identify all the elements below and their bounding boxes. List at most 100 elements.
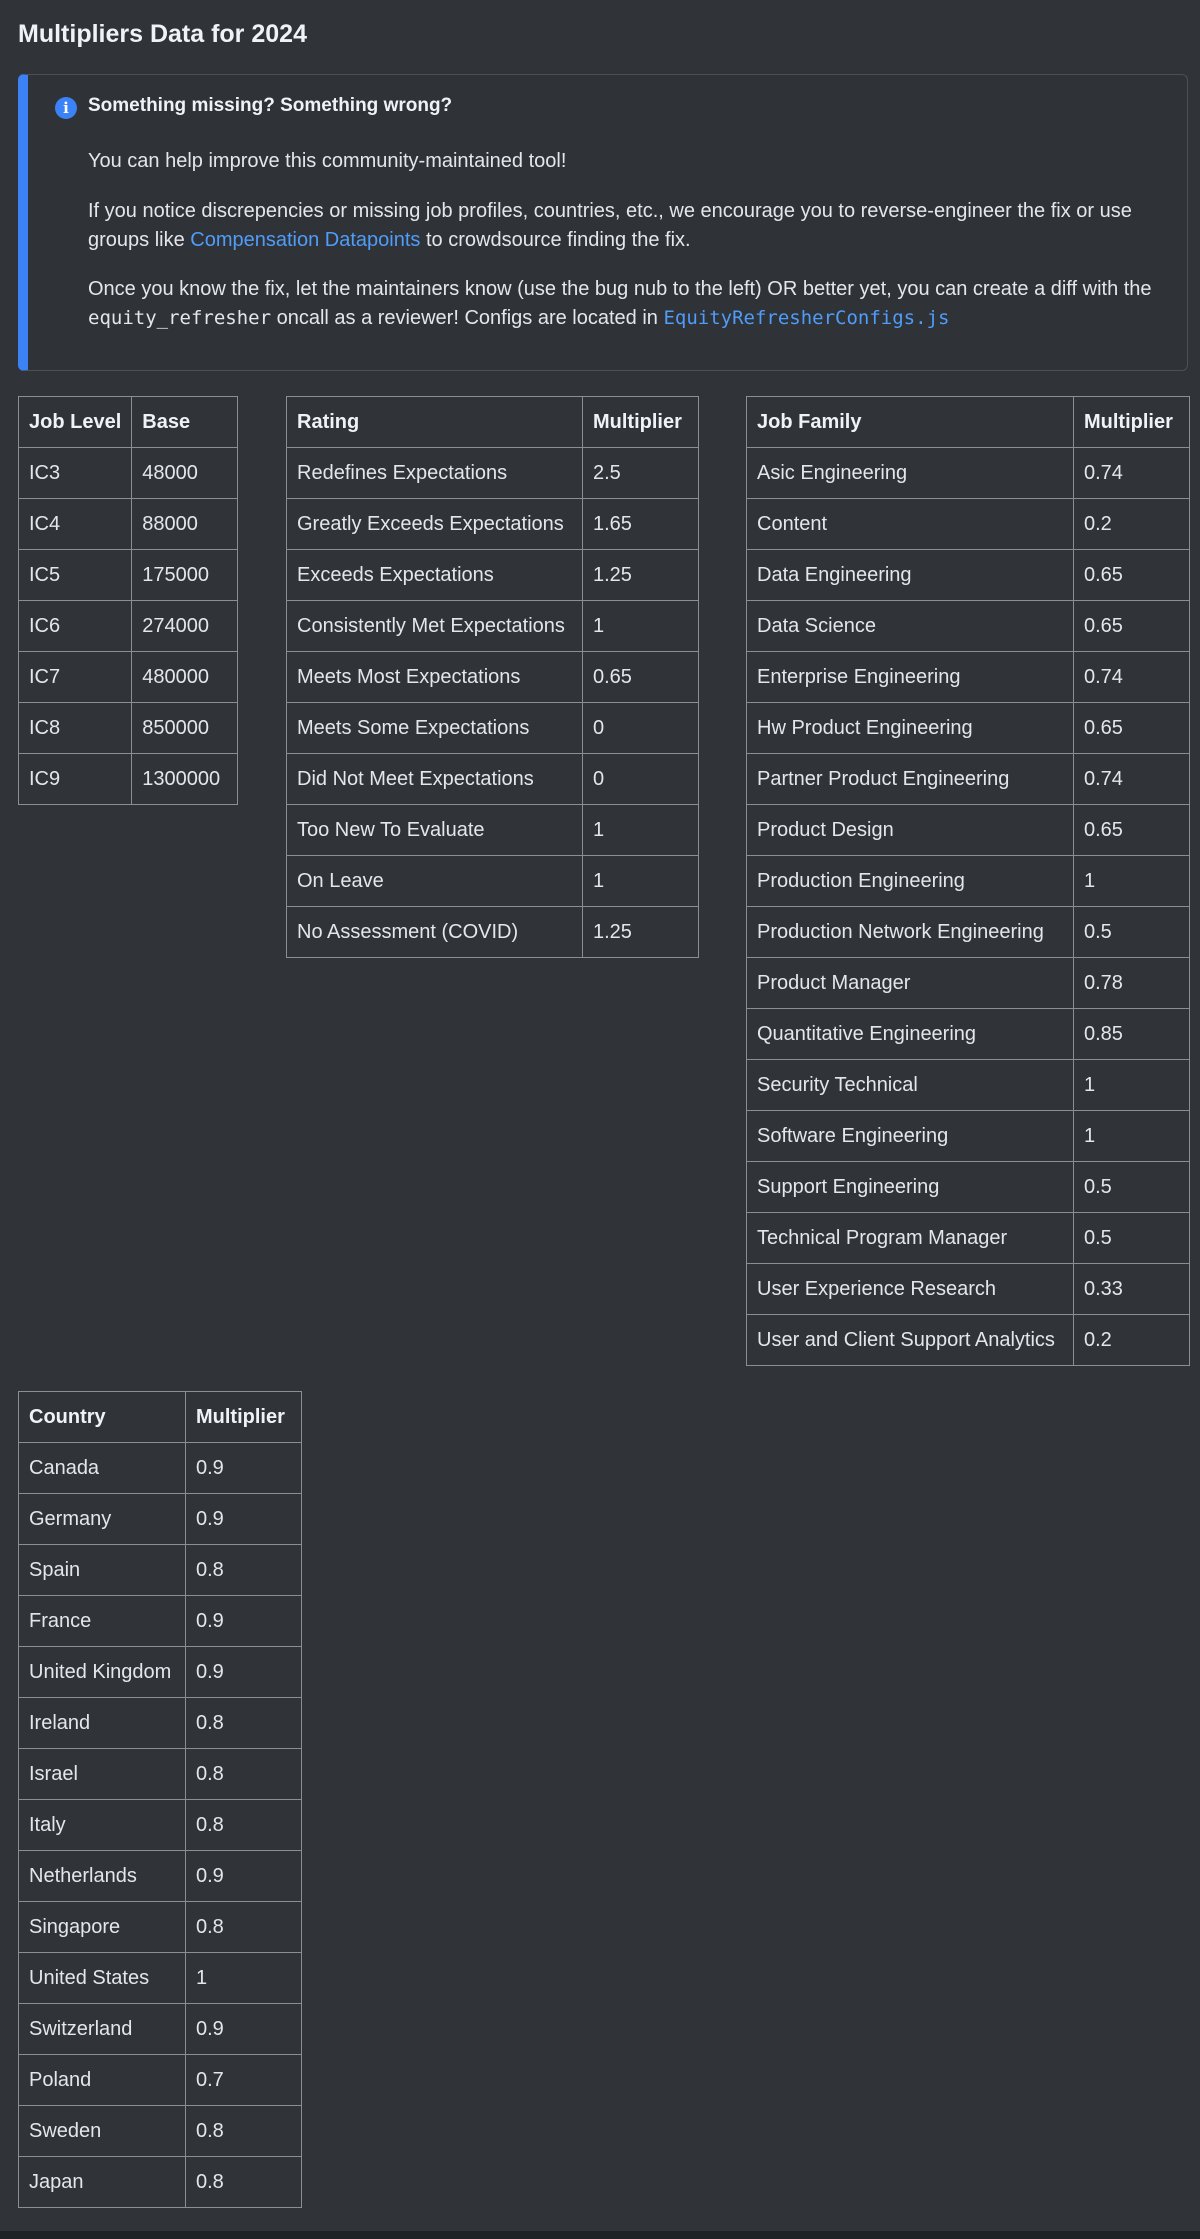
table-cell: Ireland [18, 1697, 186, 1749]
table-cell: Canada [18, 1442, 186, 1494]
table-row: Singapore 0.8 [18, 1901, 302, 1953]
header-row: Job Family Multiplier [746, 396, 1190, 448]
table-row: Germany 0.9 [18, 1493, 302, 1545]
table-cell: 0.9 [185, 2003, 302, 2055]
table-cell: 0.9 [185, 1595, 302, 1647]
table-cell: IC8 [17, 702, 133, 754]
table-cell: 0.7 [185, 2054, 302, 2106]
table-cell: Redefines Expectations [286, 447, 583, 499]
table-cell: Data Science [746, 600, 1074, 652]
table-cell: Content [746, 498, 1074, 550]
table-cell: 0.5 [1073, 1212, 1190, 1264]
table-cell: 0.85 [1073, 1008, 1190, 1060]
column-header: Base [131, 396, 239, 448]
column-header: Country [18, 1391, 186, 1443]
table-cell: 0.5 [1073, 906, 1190, 958]
table-cell: 0.74 [1073, 651, 1190, 703]
table-row: Partner Product Engineering 0.74 [746, 753, 1190, 805]
table-cell: IC6 [17, 600, 133, 652]
table-cell: Product Design [746, 804, 1074, 856]
table-cell: 1300000 [131, 753, 239, 805]
table-cell: Netherlands [18, 1850, 186, 1902]
table-row: Asic Engineering 0.74 [746, 447, 1190, 499]
table-cell: Singapore [18, 1901, 186, 1953]
table-row: IC4 88000 [17, 498, 239, 550]
data-table: Job Family Multiplier Asic Engineering 0.74… [746, 396, 1190, 1366]
table-cell: 1 [1073, 1110, 1190, 1162]
column-header: Rating [286, 396, 583, 448]
table-cell: 0.8 [185, 1544, 302, 1596]
table-cell: 0.8 [185, 1901, 302, 1953]
notice-heading: Something missing? Something wrong? [88, 95, 453, 116]
table-row: Production Engineering 1 [746, 855, 1190, 907]
table-row: On Leave 1 [286, 855, 699, 907]
table-row: Meets Most Expectations 0.65 [286, 651, 699, 703]
data-table: Rating Multiplier Redefines Expectations 2.… [286, 396, 699, 958]
table-cell: Production Network Engineering [746, 906, 1074, 958]
table-cell: Italy [18, 1799, 186, 1851]
info-icon: i [55, 97, 77, 119]
table-row: No Assessment (COVID) 1.25 [286, 906, 699, 958]
table-cell: 0.65 [1073, 549, 1190, 601]
table-cell: 1.25 [582, 906, 699, 958]
table-row: User and Client Support Analytics 0.2 [746, 1314, 1190, 1366]
table-cell: 0.9 [185, 1493, 302, 1545]
table-cell: 0.78 [1073, 957, 1190, 1009]
table-cell: 0.65 [1073, 600, 1190, 652]
table-cell: Exceeds Expectations [286, 549, 583, 601]
table-cell: Sweden [18, 2105, 186, 2157]
table-row: France 0.9 [18, 1595, 302, 1647]
table-row: Spain 0.8 [18, 1544, 302, 1596]
table-row: Content 0.2 [746, 498, 1190, 550]
table-row: Redefines Expectations 2.5 [286, 447, 699, 499]
column-header: Job Level [17, 396, 133, 448]
table-cell: 2.5 [582, 447, 699, 499]
table-cell: 0.65 [582, 651, 699, 703]
table-cell: Germany [18, 1493, 186, 1545]
table-cell: Quantitative Engineering [746, 1008, 1074, 1060]
table-cell: Spain [18, 1544, 186, 1596]
table-row: User Experience Research 0.33 [746, 1263, 1190, 1315]
table-cell: Did Not Meet Expectations [286, 753, 583, 805]
link[interactable]: Compensation Datapoints [190, 229, 421, 251]
column-header: Multiplier [1073, 396, 1190, 448]
table-cell: 1.25 [582, 549, 699, 601]
table-cell: 1 [185, 1952, 302, 2004]
table-row: Poland 0.7 [18, 2054, 302, 2106]
text: oncall as a reviewer! Configs are locate… [276, 307, 658, 329]
table-row: Support Engineering 0.5 [746, 1161, 1190, 1213]
table-cell: IC9 [17, 753, 133, 805]
table-row: IC7 480000 [17, 651, 239, 703]
table-row: Security Technical 1 [746, 1059, 1190, 1111]
table-cell: 175000 [131, 549, 239, 601]
table-cell: User Experience Research [746, 1263, 1074, 1315]
table-cell: 1.65 [582, 498, 699, 550]
text: If you notice discrepencies or missing j… [88, 200, 1132, 251]
table-row: Meets Some Expectations 0 [286, 702, 699, 754]
table-cell: 0.65 [1073, 702, 1190, 754]
notice-paragraph: If you notice discrepencies or missing j… [88, 197, 1178, 255]
table-cell: Product Manager [746, 957, 1074, 1009]
table-row: IC5 175000 [17, 549, 239, 601]
table-cell: Greatly Exceeds Expectations [286, 498, 583, 550]
header-row: Rating Multiplier [286, 396, 699, 448]
header-row: Country Multiplier [18, 1391, 302, 1443]
table-cell: 0.8 [185, 1697, 302, 1749]
table-cell: Japan [18, 2156, 186, 2208]
table-cell: 0 [582, 753, 699, 805]
table-cell: Switzerland [18, 2003, 186, 2055]
table-row: Canada 0.9 [18, 1442, 302, 1494]
table-cell: Security Technical [746, 1059, 1074, 1111]
table-cell: 0.8 [185, 2105, 302, 2157]
table-row: Sweden 0.8 [18, 2105, 302, 2157]
table-row: Japan 0.8 [18, 2156, 302, 2208]
table-cell: 480000 [131, 651, 239, 703]
table-cell: 0.9 [185, 1442, 302, 1494]
column-header: Job Family [746, 396, 1074, 448]
table-row: Data Science 0.65 [746, 600, 1190, 652]
code-link[interactable]: EquityRefresherConfigs.js [663, 307, 950, 329]
table-row: Netherlands 0.9 [18, 1850, 302, 1902]
table-cell: Software Engineering [746, 1110, 1074, 1162]
table-cell: 0.9 [185, 1646, 302, 1698]
table-row: IC8 850000 [17, 702, 239, 754]
